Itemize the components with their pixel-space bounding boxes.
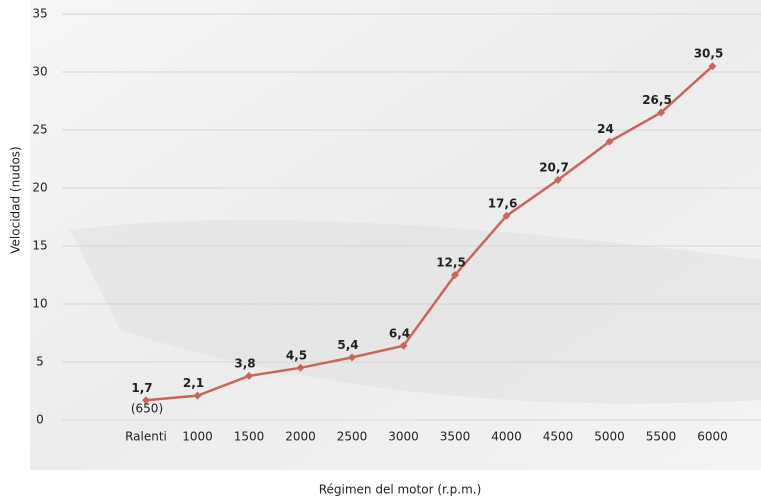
x-tick-label: 5000 xyxy=(594,430,625,444)
value-label: 17,6 xyxy=(488,196,518,210)
value-label: 30,5 xyxy=(694,47,724,61)
value-label: 2,1 xyxy=(183,376,204,390)
y-tick-label: 20 xyxy=(32,181,47,195)
y-tick-label: 30 xyxy=(32,65,47,79)
value-label: 3,8 xyxy=(234,356,255,370)
y-tick-label: 0 xyxy=(36,413,44,427)
x-tick-label: 2500 xyxy=(337,430,368,444)
annotation: (650) xyxy=(131,402,163,416)
y-axis-title: Velocidad (nudos) xyxy=(9,146,23,253)
value-label: 6,4 xyxy=(389,326,410,340)
y-tick-label: 5 xyxy=(36,355,44,369)
value-label: 1,7 xyxy=(131,381,152,395)
x-tick-label: 6000 xyxy=(697,430,728,444)
x-tick-label: 3000 xyxy=(388,430,419,444)
y-tick-label: 35 xyxy=(32,7,47,21)
y-tick-label: 10 xyxy=(32,297,47,311)
value-label: 24 xyxy=(597,122,614,136)
x-axis-title: Régimen del motor (r.p.m.) xyxy=(319,483,482,497)
x-tick-label: 1500 xyxy=(234,430,265,444)
x-tick-label: 3500 xyxy=(440,430,471,444)
x-tick-label: 4500 xyxy=(543,430,574,444)
value-label: 5,4 xyxy=(337,338,358,352)
value-label: 4,5 xyxy=(286,348,307,362)
x-tick-label: 2000 xyxy=(285,430,316,444)
x-tick-label: 4000 xyxy=(491,430,522,444)
y-tick-label: 25 xyxy=(32,123,47,137)
value-label: 20,7 xyxy=(539,160,569,174)
x-tick-label: 5500 xyxy=(646,430,677,444)
x-tick-label: 1000 xyxy=(182,430,213,444)
y-tick-label: 15 xyxy=(32,239,47,253)
x-tick-label: Ralenti xyxy=(125,430,167,444)
chart: Velocidad (nudos) Régimen del motor (r.p… xyxy=(0,0,761,502)
value-label: 26,5 xyxy=(642,93,672,107)
value-label: 12,5 xyxy=(436,256,466,270)
